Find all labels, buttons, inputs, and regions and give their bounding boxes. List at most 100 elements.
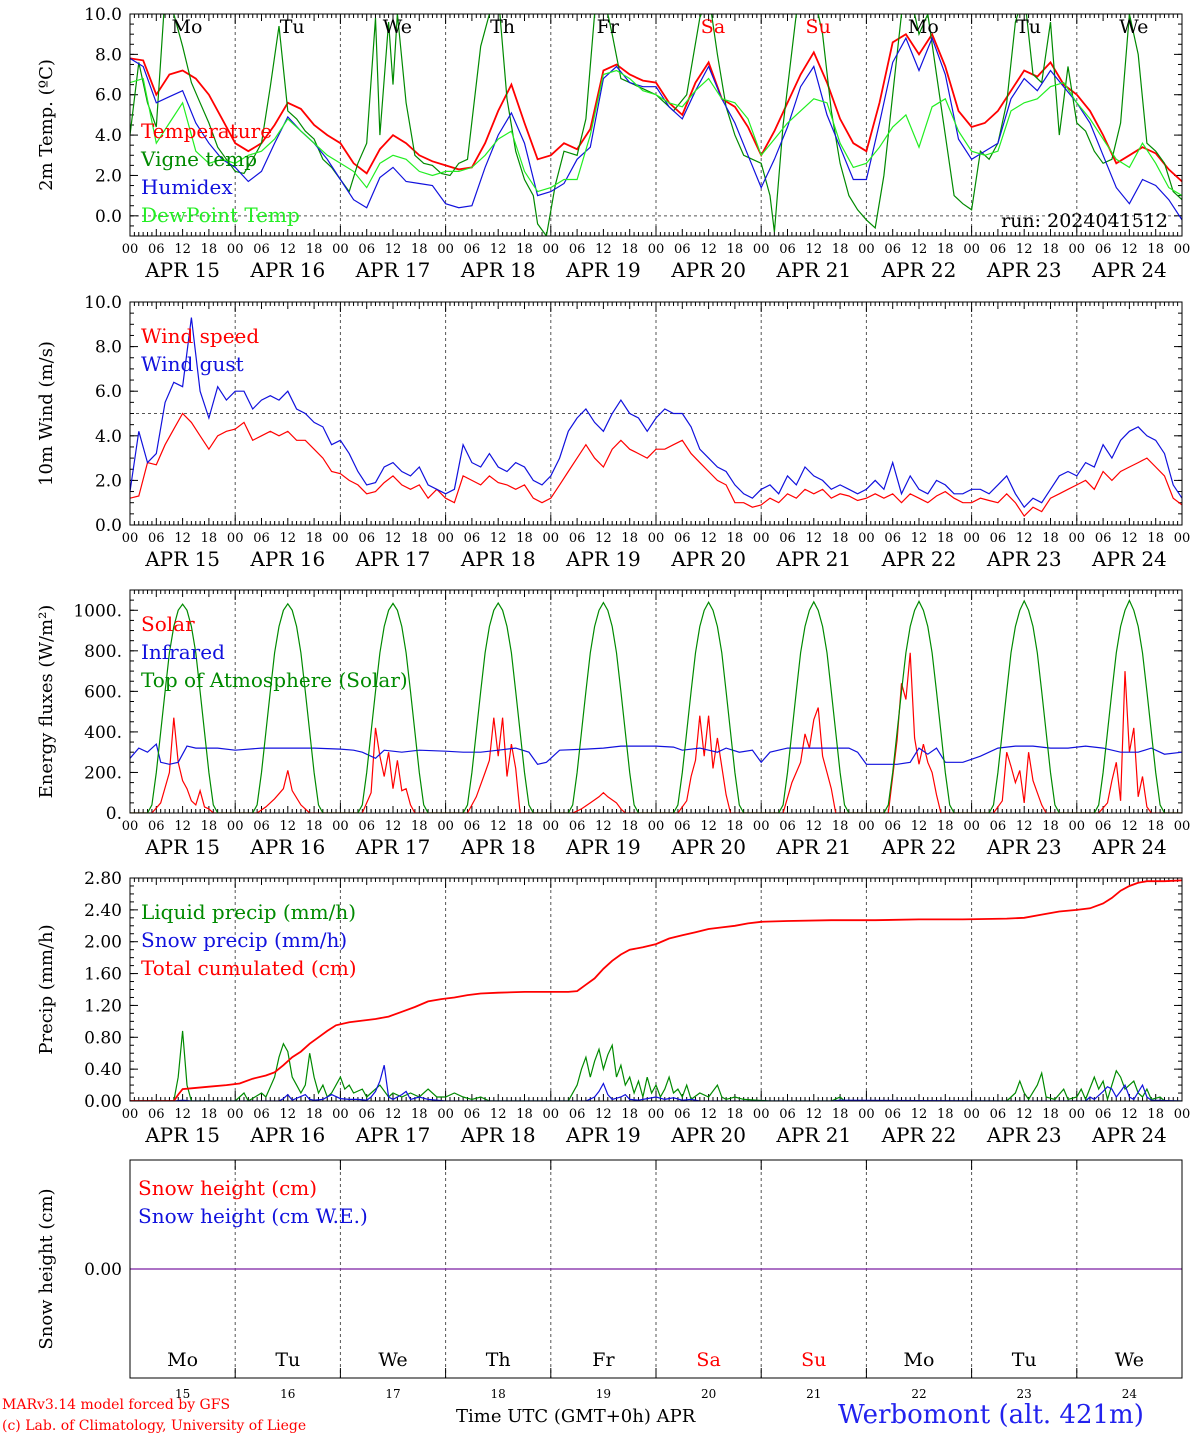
x-hour-label: 18 (201, 819, 218, 834)
x-hour-label: 00 (1174, 531, 1191, 546)
x-hour-label: 00 (332, 242, 349, 257)
x-hour-label: 00 (332, 1107, 349, 1122)
weekday-label: We (383, 16, 412, 38)
x-day-label: APR 23 (986, 547, 1062, 571)
y-axis-label: Energy fluxes (W/m²) (36, 605, 57, 799)
weekday-label: Mo (904, 1349, 935, 1371)
legend-entry: Infrared (141, 640, 225, 664)
x-hour-label: 06 (1095, 819, 1112, 834)
x-hour-label: 12 (174, 1107, 191, 1122)
station-name: Werbomont (alt. 421m) (838, 1400, 1144, 1430)
x-hour-label: 12 (700, 819, 717, 834)
x-hour-label: 12 (490, 819, 507, 834)
x-hour-label: 00 (332, 819, 349, 834)
x-day-label: APR 22 (881, 835, 957, 859)
x-hour-label: 18 (201, 1107, 218, 1122)
x-day-label: APR 16 (249, 835, 325, 859)
y-tick-label: 8.0 (95, 45, 122, 65)
x-hour-label: 06 (148, 819, 165, 834)
x-hour-label: 12 (806, 242, 823, 257)
panel-wind: 0.0 2.0 4.0 6.0 8.0 10.0 10m Wind (m/s) Wind sp… (36, 293, 1190, 571)
x-hour-label: 00 (543, 819, 560, 834)
x-hour-label: 12 (806, 531, 823, 546)
x-day-label: APR 15 (144, 547, 220, 571)
x-hour-label: 12 (595, 819, 612, 834)
x-hour-label: 18 (516, 1107, 533, 1122)
x-hour-label: 18 (306, 531, 323, 546)
x-day-label: APR 19 (565, 258, 641, 282)
y-tick-label: 2.40 (84, 901, 122, 921)
y-tick-label: 0.80 (84, 1028, 122, 1048)
x-hour-label: 12 (174, 819, 191, 834)
x-hour-label: 06 (464, 819, 481, 834)
weekday-label: We (1119, 16, 1148, 38)
x-hour-label: 06 (253, 819, 270, 834)
x-hour-label: 18 (937, 531, 954, 546)
x-hour-label: 18 (1042, 819, 1059, 834)
x-hour-label: 06 (779, 819, 796, 834)
x-hour-label: 12 (700, 531, 717, 546)
x-hour-label: 00 (437, 531, 454, 546)
y-tick-label: 0.0 (95, 207, 122, 227)
x-hour-label: 00 (227, 531, 244, 546)
x-hour-label: 00 (437, 242, 454, 257)
x-hour-label: 12 (280, 531, 297, 546)
x-hour-label: 12 (700, 242, 717, 257)
x-hour-label: 00 (227, 1107, 244, 1122)
x-hour-label: 12 (595, 242, 612, 257)
weekday-label: Mo (172, 16, 203, 38)
x-day-label: APR 24 (1091, 547, 1167, 571)
x-hour-label: 00 (963, 819, 980, 834)
x-hour-label: 00 (963, 531, 980, 546)
day-number-label: 15 (175, 1387, 190, 1401)
panel-precip: 0.00 0.40 0.80 1.20 1.60 2.00 2.40 2.80 Precip (… (36, 869, 1190, 1147)
x-hour-label: 12 (806, 819, 823, 834)
x-hour-label: 00 (753, 242, 770, 257)
legend-entry: Snow height (cm W.E.) (138, 1204, 368, 1228)
x-hour-label: 00 (227, 819, 244, 834)
x-hour-label: 00 (1069, 1107, 1086, 1122)
weekday-label: Th (486, 1349, 511, 1371)
x-hour-label: 12 (280, 819, 297, 834)
x-hour-label: 12 (1121, 531, 1138, 546)
plot-frame (129, 589, 1183, 814)
x-hour-label: 12 (911, 1107, 928, 1122)
lab-credit: (c) Lab. of Climatology, University of L… (2, 1418, 307, 1434)
x-hour-label: 18 (411, 1107, 428, 1122)
weekday-label: Mo (908, 16, 939, 38)
series-line-snow-precip-mm-h- (130, 1065, 1182, 1101)
x-hour-label: 00 (858, 242, 875, 257)
weekday-label: Sa (701, 16, 725, 38)
weekday-label: Tu (1016, 16, 1041, 38)
day-number-label: 20 (701, 1387, 716, 1401)
x-hour-label: 06 (674, 242, 691, 257)
plot-frame (129, 301, 1183, 526)
x-hour-label: 18 (516, 531, 533, 546)
x-hour-label: 06 (569, 242, 586, 257)
x-hour-label: 12 (1121, 1107, 1138, 1122)
y-tick-label: 0.00 (84, 1092, 122, 1112)
x-hour-label: 00 (122, 242, 139, 257)
x-hour-label: 00 (963, 242, 980, 257)
x-hour-label: 06 (569, 1107, 586, 1122)
x-hour-label: 00 (122, 819, 139, 834)
weekday-label: Sa (696, 1349, 720, 1371)
x-hour-label: 18 (411, 242, 428, 257)
x-hour-label: 06 (884, 242, 901, 257)
legend-entry: Wind gust (141, 352, 244, 376)
x-day-label: APR 21 (775, 1123, 851, 1147)
y-tick-label: 1000. (73, 601, 122, 621)
x-day-label: APR 18 (460, 547, 536, 571)
series-line-top-of-atmosphere-solar- (130, 599, 1182, 813)
x-hour-label: 00 (648, 242, 665, 257)
x-hour-label: 00 (543, 1107, 560, 1122)
x-hour-label: 18 (937, 242, 954, 257)
x-day-label: APR 23 (986, 1123, 1062, 1147)
x-hour-label: 06 (148, 531, 165, 546)
y-tick-label: 1.60 (84, 965, 122, 985)
x-hour-label: 00 (753, 819, 770, 834)
x-hour-label: 06 (990, 819, 1007, 834)
x-hour-label: 00 (227, 242, 244, 257)
x-day-label: APR 17 (355, 547, 431, 571)
y-tick-label: 6.0 (95, 86, 122, 106)
